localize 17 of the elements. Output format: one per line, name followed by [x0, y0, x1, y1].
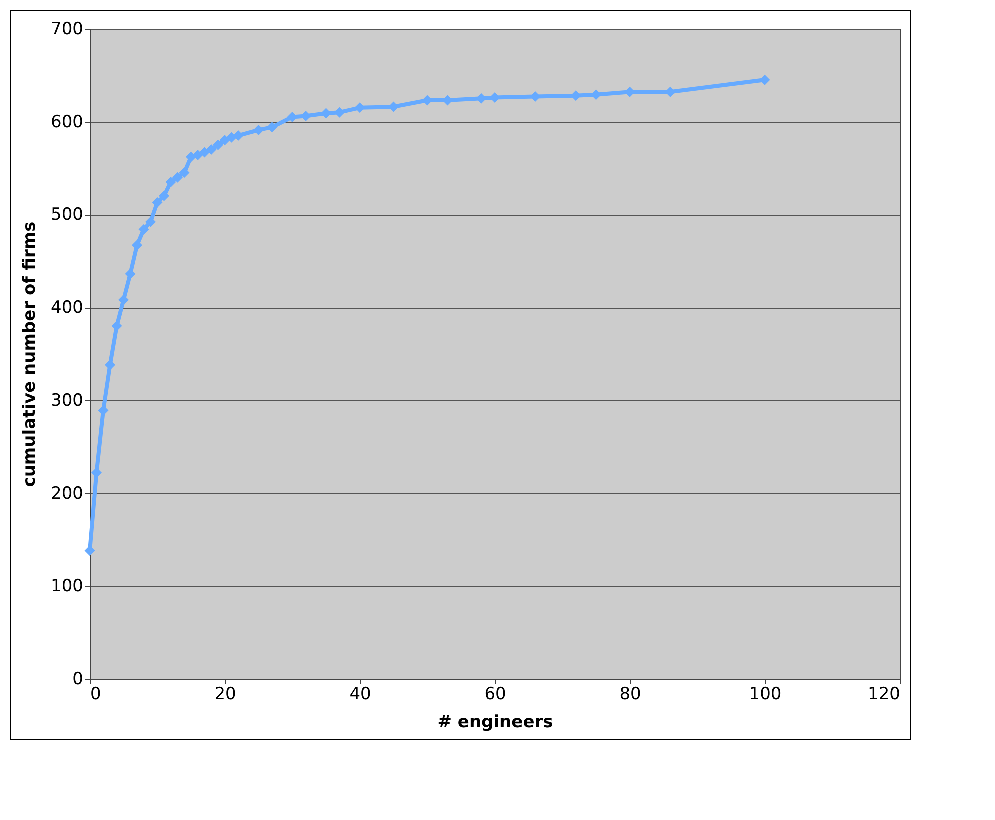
y-tick-label: 400 [51, 298, 84, 318]
y-tick-label: 600 [51, 112, 84, 132]
y-tick-label: 700 [51, 20, 84, 40]
x-axis-title: # engineers [438, 712, 554, 732]
x-tick-label: 40 [350, 684, 372, 704]
y-tick-label: 0 [72, 670, 84, 690]
x-tick-label: 100 [749, 684, 782, 704]
y-tick-label: 300 [51, 390, 84, 411]
x-tick-label: 20 [214, 684, 236, 704]
x-tick-label: 60 [484, 684, 506, 704]
x-tick-label: 0 [90, 684, 102, 704]
y-tick-label: 500 [51, 205, 84, 226]
x-tick-label: 120 [868, 684, 900, 704]
x-tick-label: 80 [620, 684, 642, 704]
y-tick-label: 100 [51, 576, 84, 597]
y-tick-label: 200 [51, 484, 84, 504]
y-axis-title: cumulative number of firms [20, 222, 40, 488]
